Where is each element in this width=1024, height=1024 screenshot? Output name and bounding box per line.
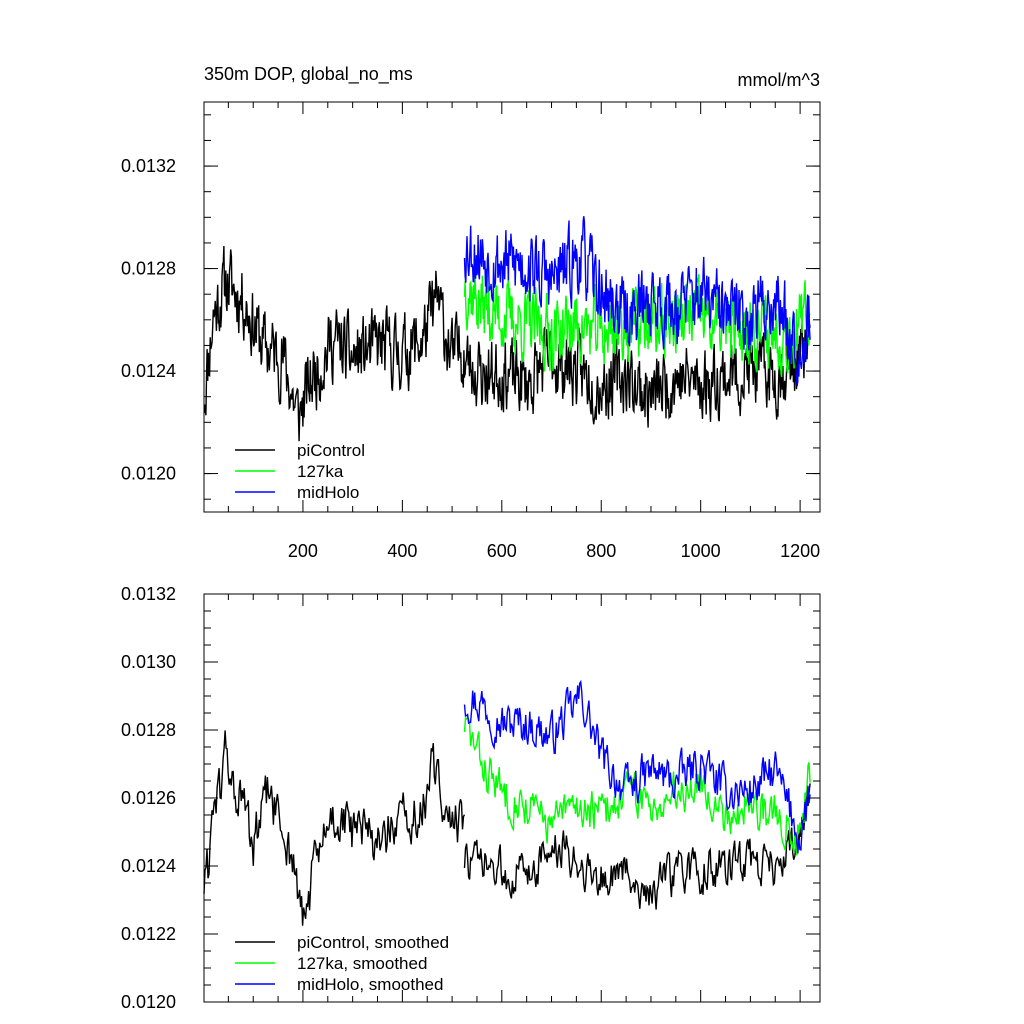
x-tick-label: 600 <box>487 541 517 561</box>
top-panel-series <box>203 216 811 442</box>
y-tick-label: 0.0120 <box>121 992 176 1012</box>
top-panel-legend: piControl 127ka midHolo <box>235 441 365 502</box>
y-tick-label: 0.0122 <box>121 924 176 944</box>
series-line-picontrol-smoothed-1 <box>463 783 811 910</box>
legend-label: 127ka <box>297 462 344 481</box>
y-tick-label: 0.0126 <box>121 788 176 808</box>
bottom-panel-series <box>203 679 811 926</box>
y-tick-label: 0.0120 <box>121 464 176 484</box>
bottom-panel-legend: piControl, smoothed 127ka, smoothed midHol… <box>235 933 449 994</box>
y-tick-label: 0.0128 <box>121 720 176 740</box>
top-panel: 350m DOP, global_no_ms mmol/m^3 0.01200.… <box>121 64 821 561</box>
y-tick-label: 0.0132 <box>121 156 176 176</box>
legend-label: piControl, smoothed <box>297 933 449 952</box>
x-tick-label: 1200 <box>780 541 820 561</box>
y-tick-label: 0.0132 <box>121 584 176 604</box>
series-line-picontrol-1 <box>464 310 811 428</box>
series-line-midholo-3 <box>463 216 811 387</box>
x-tick-label: 400 <box>387 541 417 561</box>
top-panel-title: 350m DOP, global_no_ms <box>204 64 413 85</box>
legend-label: midHolo, smoothed <box>297 975 443 994</box>
x-tick-label: 200 <box>288 541 318 561</box>
series-line-midholo-smoothed-3 <box>463 679 811 854</box>
series-line-picontrol-0 <box>203 245 466 442</box>
x-tick-label: 800 <box>586 541 616 561</box>
legend-label: 127ka, smoothed <box>297 954 427 973</box>
y-tick-label: 0.0124 <box>121 361 176 381</box>
x-tick-label: 1000 <box>681 541 721 561</box>
top-panel-frame <box>203 101 821 513</box>
series-line-127ka-smoothed-2 <box>463 715 811 856</box>
top-panel-axes: 0.0120 0.0124 0.0128 0.0132 200 400 600 800 1000… <box>121 102 820 561</box>
bottom-panel: 0.0120 0.0122 0.0124 0.0126 0.0128 0.0130 0.01… <box>121 584 821 1012</box>
y-tick-label: 0.0130 <box>121 652 176 672</box>
y-tick-label: 0.0124 <box>121 856 176 876</box>
legend-label: piControl <box>297 441 365 460</box>
top-panel-units: mmol/m^3 <box>738 70 820 90</box>
y-tick-label: 0.0128 <box>121 259 176 279</box>
series-line-picontrol-smoothed-0 <box>203 730 466 926</box>
legend-label: midHolo <box>297 483 359 502</box>
bottom-panel-axes: 0.0120 0.0122 0.0124 0.0126 0.0128 0.0130 0.01… <box>121 584 820 1012</box>
